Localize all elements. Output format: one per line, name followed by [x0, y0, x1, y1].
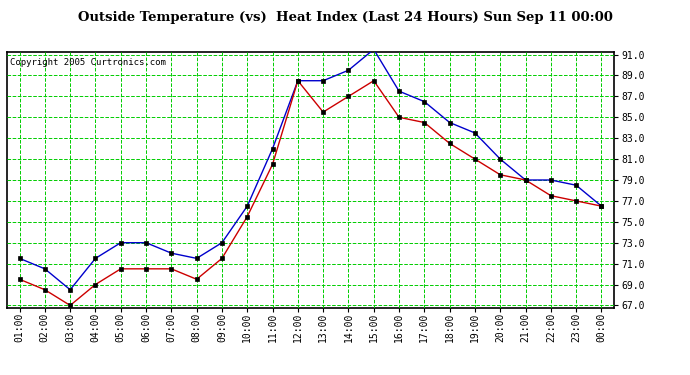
Text: Outside Temperature (vs)  Heat Index (Last 24 Hours) Sun Sep 11 00:00: Outside Temperature (vs) Heat Index (Las… [77, 11, 613, 24]
Text: Copyright 2005 Curtronics.com: Copyright 2005 Curtronics.com [10, 58, 166, 67]
